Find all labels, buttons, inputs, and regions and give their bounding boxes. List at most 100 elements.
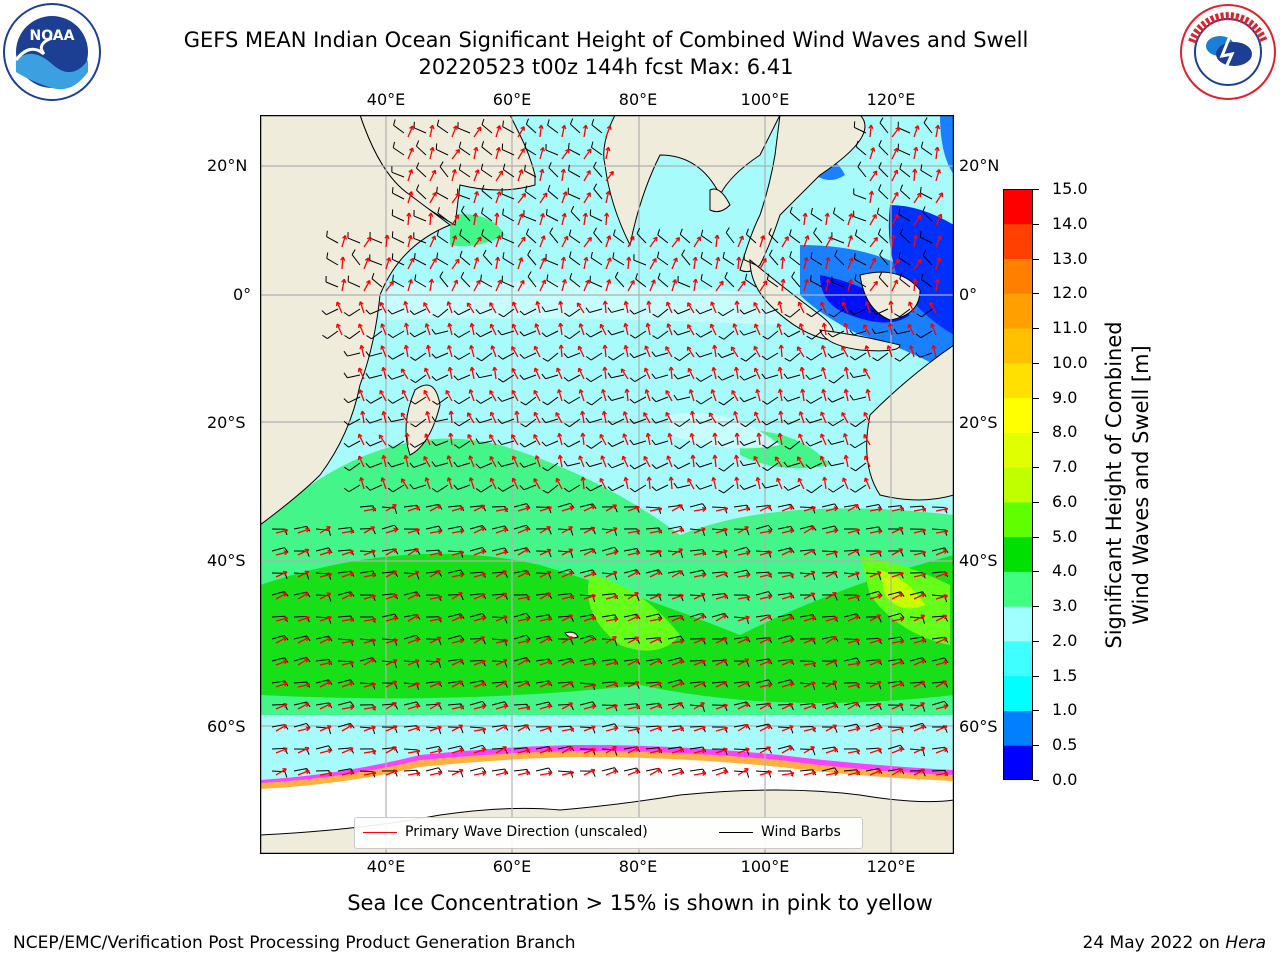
wave-arrow (820, 411, 827, 424)
wave-arrow (401, 389, 409, 402)
wind-barb (453, 374, 471, 381)
wave-arrow (473, 126, 482, 138)
colorbar-segment (1003, 675, 1033, 711)
wave-arrow (473, 615, 486, 622)
wind-barb (436, 186, 449, 200)
wave-arrow (803, 681, 816, 688)
wind-barb (865, 722, 883, 729)
wave-arrow (473, 770, 487, 776)
wind-barb (673, 482, 691, 489)
wave-arrow (931, 344, 937, 358)
wind-barb (673, 330, 691, 336)
wave-arrow (363, 549, 376, 556)
wind-barb (674, 440, 691, 450)
wave-arrow (319, 549, 332, 556)
wave-arrow (473, 659, 486, 666)
colorbar-tick-mark (1033, 293, 1039, 295)
wind-barb (475, 462, 493, 469)
wave-arrow (384, 234, 390, 248)
wind-barb (739, 460, 757, 467)
wave-arrow (495, 279, 503, 292)
wave-arrow (825, 235, 833, 248)
wave-arrow (583, 279, 590, 292)
wave-arrow (451, 592, 463, 600)
wind-barb (436, 119, 449, 134)
wave-arrow (821, 366, 827, 380)
wind-barb (541, 306, 559, 313)
wind-barb (789, 229, 801, 244)
wave-arrow (517, 570, 530, 578)
wind-barb (525, 118, 537, 134)
wave-arrow (803, 235, 810, 248)
chart-subtitle: 20220523 t00z 144h fcst Max: 6.41 (418, 55, 794, 79)
wave-arrow (693, 637, 706, 644)
wave-arrow (891, 571, 904, 578)
colorbar-tick-mark (1033, 189, 1039, 190)
wave-arrow (864, 301, 871, 314)
wave-arrow (404, 432, 410, 446)
wave-arrow (891, 147, 899, 160)
wave-arrow (511, 477, 519, 490)
wave-arrow (341, 724, 353, 732)
wave-arrow (341, 235, 348, 248)
wave-arrow (494, 212, 500, 226)
wave-arrow (297, 658, 309, 666)
wave-arrow (891, 213, 899, 226)
wind-barb (920, 273, 933, 288)
wave-arrow (363, 682, 377, 688)
wave-arrow (359, 476, 365, 490)
wind-barb (695, 462, 713, 468)
wave-arrow (627, 614, 640, 622)
wind-barb (916, 308, 933, 318)
wave-arrow (803, 703, 816, 710)
wave-arrow (473, 279, 481, 292)
wave-arrow (891, 548, 904, 556)
wave-arrow (539, 636, 552, 644)
wave-arrow (319, 724, 332, 732)
wave-arrow (627, 658, 640, 666)
wind-barb (831, 276, 845, 288)
wave-arrow (363, 257, 370, 270)
wave-arrow (913, 638, 927, 644)
wave-arrow (847, 682, 861, 688)
wave-arrow (737, 680, 750, 688)
wave-arrow (385, 769, 398, 776)
lat-label-left: 0° (233, 285, 252, 304)
wind-barb (700, 251, 713, 266)
wind-barb (762, 330, 779, 340)
wave-arrow (778, 410, 784, 424)
wave-arrow (466, 302, 475, 314)
wave-arrow (340, 256, 346, 270)
wave-arrow (533, 477, 541, 490)
wave-arrow (341, 616, 355, 623)
wind-barb (722, 251, 735, 266)
wind-barb (453, 330, 471, 338)
wave-arrow (688, 389, 695, 402)
wave-arrow (692, 256, 698, 270)
wind-barb (789, 251, 801, 266)
wind-barb (585, 461, 603, 468)
colorbar-tick-label: 4.0 (1052, 561, 1078, 581)
wind-barb (717, 308, 735, 317)
wind-barb (897, 121, 911, 134)
wave-arrow (583, 548, 596, 556)
wave-arrow (275, 616, 289, 622)
lon-label-top: 120°E (866, 90, 916, 109)
wave-arrow (407, 505, 420, 512)
wind-barb (431, 352, 449, 359)
wave-arrow (649, 636, 662, 644)
wave-arrow (665, 301, 673, 314)
wave-arrow (935, 213, 943, 226)
kerguelen (564, 631, 579, 639)
wave-arrow (847, 748, 861, 754)
wave-arrow (424, 433, 431, 446)
wave-arrow (495, 746, 507, 754)
wind-barb (501, 187, 515, 200)
wave-arrow (319, 615, 332, 622)
wind-barb (761, 418, 779, 426)
wave-arrow (583, 682, 597, 689)
wave-arrow (623, 476, 629, 490)
wind-barb (387, 330, 405, 339)
wave-arrow (776, 323, 783, 336)
wind-barb (501, 275, 515, 288)
